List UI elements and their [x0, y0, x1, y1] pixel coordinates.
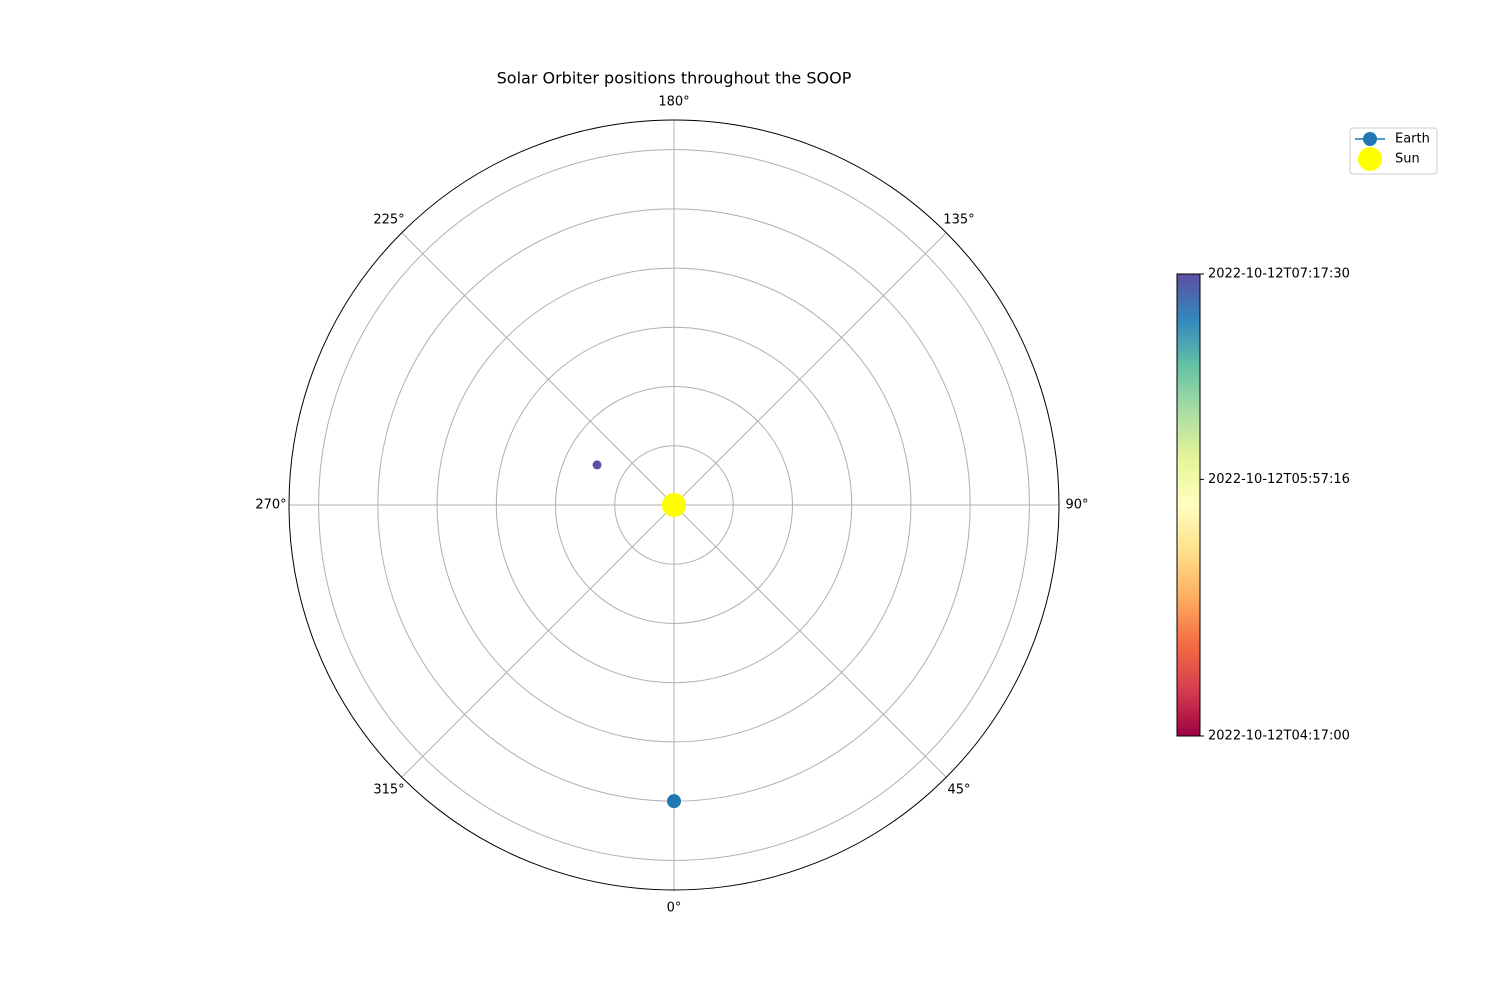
theta-tick-label: 0° — [667, 901, 682, 916]
grid-spoke — [673, 504, 947, 778]
grid-spoke — [401, 504, 675, 778]
colorbar-tick-label: 2022-10-12T04:17:00 — [1208, 729, 1350, 744]
series-marker — [667, 794, 681, 809]
legend-marker — [1363, 132, 1377, 146]
theta-tick-label: 270° — [255, 498, 286, 513]
legend-marker — [1358, 147, 1382, 171]
colorbar-tick-label: 2022-10-12T05:57:16 — [1208, 472, 1350, 487]
theta-tick-label: 315° — [373, 782, 404, 797]
grid-spoke — [673, 232, 947, 506]
grid-spoke — [401, 232, 675, 506]
chart-title: Solar Orbiter positions throughout the S… — [497, 69, 852, 88]
polar-frame — [288, 119, 1060, 891]
colorbar-tick-label: 2022-10-12T07:17:30 — [1208, 267, 1350, 282]
series-marker — [662, 493, 686, 517]
theta-tick-label: 180° — [658, 95, 689, 110]
colorbar — [1176, 273, 1201, 737]
legend-label: Sun — [1395, 152, 1420, 167]
theta-tick-label: 90° — [1065, 498, 1088, 513]
scatter-point — [592, 460, 602, 470]
theta-tick-label: 135° — [943, 213, 974, 228]
legend-label: Earth — [1395, 132, 1430, 147]
theta-tick-label: 45° — [947, 782, 970, 797]
theta-tick-label: 225° — [373, 213, 404, 228]
